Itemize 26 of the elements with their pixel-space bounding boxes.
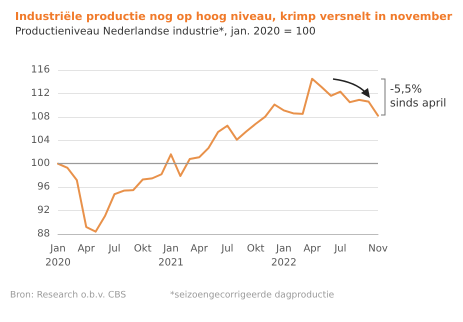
y-tick-label: 92	[37, 205, 50, 216]
y-tick-label: 88	[37, 228, 50, 240]
text: *seizoengecorrigeerde dagproductie	[170, 290, 335, 300]
x-tick-label: Jan 2020	[45, 244, 71, 268]
chart-title: Industriële productie nog op hoog niveau, krimp versnelt in november	[15, 10, 453, 23]
x-tick-label: Jul	[107, 244, 121, 254]
x-tick-label: Jul	[333, 244, 346, 254]
y-tick-label: 116	[30, 64, 50, 76]
line-series	[57, 78, 379, 233]
text: Bron: Research o.b.v. CBS	[10, 290, 126, 300]
text: -5,5% sinds april	[390, 82, 446, 110]
y-tick-label: 100	[30, 158, 50, 170]
y-tick-label: 112	[30, 88, 50, 99]
y-tick-label: 96	[37, 182, 50, 193]
x-tick-label: Jan 2021	[158, 244, 184, 268]
x-tick-label: Nov	[368, 244, 388, 254]
y-tick-label: 108	[30, 111, 50, 122]
y-tick-label: 104	[30, 134, 50, 146]
x-tick-label: Okt	[246, 244, 265, 254]
x-tick-label: Okt	[134, 244, 152, 254]
chart-subtitle: Productieniveau Nederlandse industrie*, jan. 2020 = 100	[15, 26, 316, 38]
x-tick-label: Apr	[190, 244, 209, 254]
x-tick-label: Jan 2022	[271, 244, 297, 268]
x-tick-label: Jul	[220, 244, 234, 254]
x-tick-label: Apr	[303, 244, 322, 254]
x-tick-label: Apr	[78, 244, 96, 254]
